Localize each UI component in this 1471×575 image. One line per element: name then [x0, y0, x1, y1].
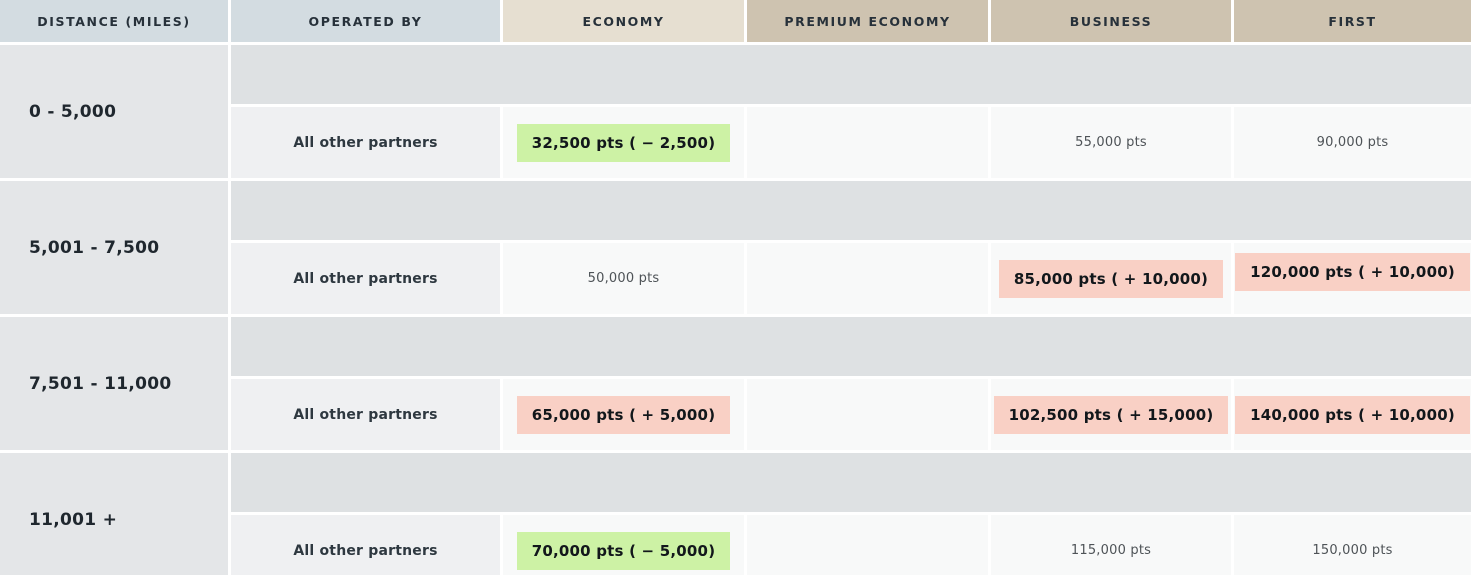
points-value: 65,000 pts ( + 5,000): [516, 395, 731, 434]
column-header-premium-economy: PREMIUM ECONOMY: [747, 0, 988, 42]
distance-row-group: 5,001 - 7,500 All other partners 50,000 …: [0, 181, 1471, 314]
points-value: 85,000 pts ( + 10,000): [998, 259, 1224, 298]
distance-row-group: 11,001 + All other partners 70,000 pts (…: [0, 453, 1471, 575]
value-cell-first: 150,000 pts: [1234, 515, 1471, 575]
points-value: 90,000 pts: [1316, 135, 1389, 150]
operator-cell: All other partners: [231, 379, 500, 450]
column-header-economy: ECONOMY: [503, 0, 744, 42]
value-cell-economy: 70,000 pts ( − 5,000): [503, 515, 744, 575]
points-value: 150,000 pts: [1312, 543, 1393, 558]
value-cell-business: 85,000 pts ( + 10,000): [991, 243, 1231, 314]
operator-cell: All other partners: [231, 243, 500, 314]
value-cell-premium-economy: [747, 379, 988, 450]
value-cell-economy: 65,000 pts ( + 5,000): [503, 379, 744, 450]
value-cell-business: 102,500 pts ( + 15,000): [991, 379, 1231, 450]
points-value: 120,000 pts ( + 10,000): [1235, 252, 1470, 291]
value-cell-business: 115,000 pts: [991, 515, 1231, 575]
distance-cell: 7,501 - 11,000: [0, 317, 228, 450]
points-value: 102,500 pts ( + 15,000): [993, 395, 1229, 434]
column-header-operated-by: OPERATED BY: [231, 0, 500, 42]
distance-cell: 5,001 - 7,500: [0, 181, 228, 314]
column-header-first: FIRST: [1234, 0, 1471, 42]
column-header-distance: DISTANCE (MILES): [0, 0, 228, 42]
points-value: 70,000 pts ( − 5,000): [516, 531, 731, 570]
band-spacer: [231, 45, 1471, 104]
operator-cell: All other partners: [231, 515, 500, 575]
value-cell-premium-economy: [747, 243, 988, 314]
value-cell-economy: 50,000 pts: [503, 243, 744, 314]
column-header-business: BUSINESS: [991, 0, 1231, 42]
value-cell-first: 90,000 pts: [1234, 107, 1471, 178]
distance-row-group: 0 - 5,000 All other partners 32,500 pts …: [0, 45, 1471, 178]
value-cell-business: 55,000 pts: [991, 107, 1231, 178]
distance-cell: 11,001 +: [0, 453, 228, 575]
band-spacer: [231, 453, 1471, 512]
points-value: 140,000 pts ( + 10,000): [1235, 395, 1470, 434]
distance-row-group: 7,501 - 11,000 All other partners 65,000…: [0, 317, 1471, 450]
points-value: 50,000 pts: [587, 271, 660, 286]
distance-cell: 0 - 5,000: [0, 45, 228, 178]
value-cell-premium-economy: [747, 515, 988, 575]
points-value: 32,500 pts ( − 2,500): [516, 123, 731, 162]
value-cell-economy: 32,500 pts ( − 2,500): [503, 107, 744, 178]
table-header-row: DISTANCE (MILES) OPERATED BY ECONOMY PRE…: [0, 0, 1471, 42]
value-cell-first: 140,000 pts ( + 10,000): [1234, 379, 1471, 450]
band-spacer: [231, 181, 1471, 240]
value-cell-first: 120,000 pts ( + 10,000): [1234, 243, 1471, 314]
value-cell-premium-economy: [747, 107, 988, 178]
points-value: 115,000 pts: [1070, 543, 1152, 558]
band-spacer: [231, 317, 1471, 376]
points-value: 55,000 pts: [1075, 135, 1147, 150]
operator-cell: All other partners: [231, 107, 500, 178]
